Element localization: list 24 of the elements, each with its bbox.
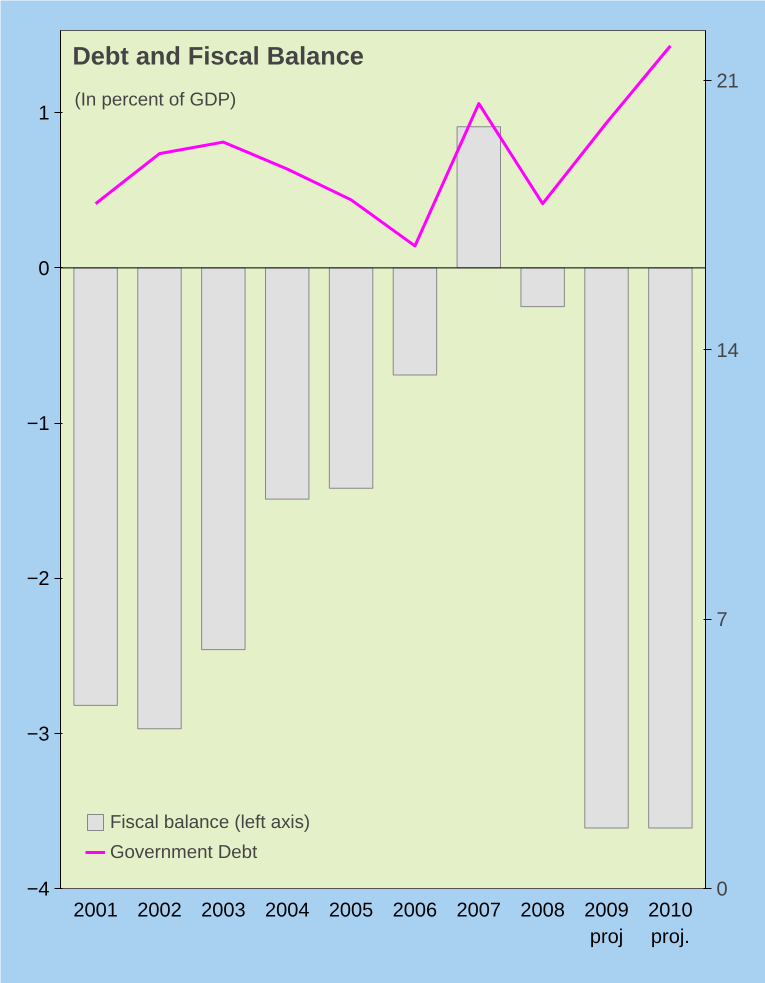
y-tick-label: 1 xyxy=(38,102,50,125)
y2-tick-label: 0 xyxy=(716,878,728,900)
legend-label: Government Debt xyxy=(110,841,258,863)
x-tick-label: 2007 xyxy=(456,900,502,922)
x-tick-label: 2004 xyxy=(264,900,310,922)
x-tick-label: 2005 xyxy=(328,900,374,922)
y2-tick-label: 21 xyxy=(716,70,739,93)
x-tick-label: 2010 proj. xyxy=(648,900,693,948)
y-tick-label: −3 xyxy=(26,723,50,746)
y-tick-label: 0 xyxy=(38,258,50,280)
x-tick-label: 2003 xyxy=(201,900,246,922)
y2-tick-label: 7 xyxy=(716,609,728,632)
x-tick-label: 2008 xyxy=(520,900,565,922)
x-tick-label: 2002 xyxy=(137,900,182,922)
text: Debt and Fiscal Balance xyxy=(72,42,364,70)
y2-tick-label: 14 xyxy=(716,340,739,362)
x-tick-label: 2009 proj xyxy=(584,900,629,948)
x-tick-label: 2001 xyxy=(73,900,118,922)
y-tick-label: −4 xyxy=(26,878,50,900)
y-tick-label: −2 xyxy=(26,568,50,590)
text: (In percent of GDP) xyxy=(74,88,236,110)
y-tick-label: −1 xyxy=(26,413,50,436)
x-tick-label: 2006 xyxy=(392,900,438,922)
legend-label: Fiscal balance (left axis) xyxy=(110,811,310,833)
